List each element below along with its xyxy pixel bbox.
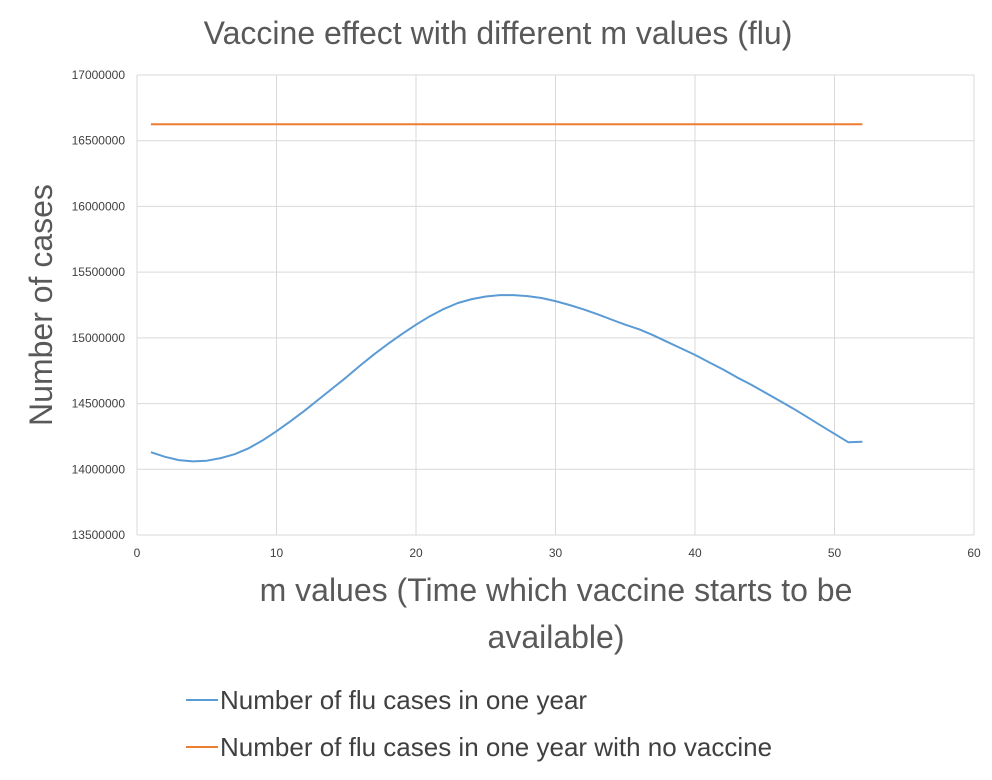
legend-label-flu-cases: Number of flu cases in one year xyxy=(220,685,587,715)
x-tick-label: 0 xyxy=(134,546,141,560)
x-axis-label-line-1: m values (Time which vaccine starts to b… xyxy=(260,572,853,608)
y-tick-label: 14000000 xyxy=(72,462,126,476)
chart-title: Vaccine effect with different m values (… xyxy=(204,15,793,51)
legend-label-no-vaccine: Number of flu cases in one year with no … xyxy=(220,732,772,762)
y-tick-label: 16500000 xyxy=(72,134,126,148)
y-tick-label: 13500000 xyxy=(72,528,126,542)
y-tick-label: 16000000 xyxy=(72,199,126,213)
y-tick-label: 17000000 xyxy=(72,68,126,82)
series-line-flu-cases xyxy=(150,294,863,463)
x-axis-label-line-2: available) xyxy=(488,619,625,655)
x-tick-label: 40 xyxy=(688,546,702,560)
x-tick-label: 20 xyxy=(409,546,423,560)
x-tick-label: 10 xyxy=(270,546,284,560)
y-tick-label: 15000000 xyxy=(72,331,126,345)
legend: Number of flu cases in one year Number o… xyxy=(186,685,772,762)
x-tick-labels: 0 10 20 30 40 50 60 xyxy=(134,546,981,560)
x-tick-label: 30 xyxy=(549,546,563,560)
y-tick-labels: 13500000 14000000 14500000 15000000 15500000… xyxy=(72,68,126,542)
series xyxy=(150,123,863,463)
x-tick-label: 60 xyxy=(967,546,981,560)
x-tick-label: 50 xyxy=(828,546,842,560)
y-tick-label: 14500000 xyxy=(72,397,126,411)
y-axis-label: Number of cases xyxy=(23,184,59,426)
y-tick-label: 15500000 xyxy=(72,265,126,279)
grid xyxy=(136,74,975,536)
